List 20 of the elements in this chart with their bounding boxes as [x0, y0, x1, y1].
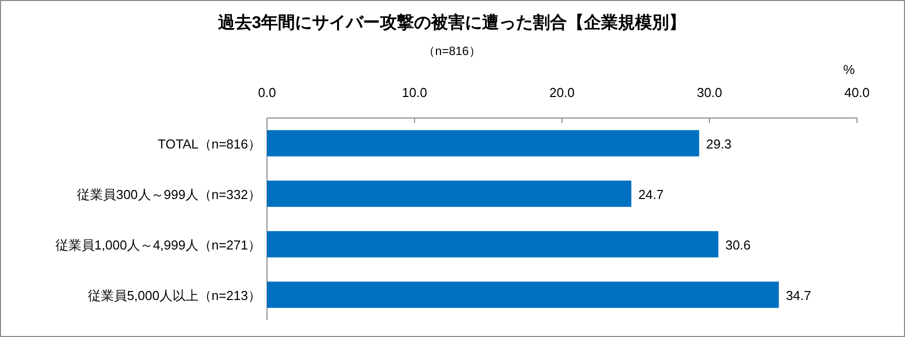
data-label: 24.7: [638, 186, 664, 202]
x-tick-label: 10.0: [402, 85, 428, 100]
bar: [267, 231, 718, 258]
bar: [267, 130, 700, 156]
data-label: 30.6: [725, 237, 751, 252]
y-tick-label: TOTAL（n=816）: [158, 136, 261, 152]
data-label: 29.3: [706, 136, 732, 152]
x-tick-label: 30.0: [696, 85, 722, 100]
x-tick-label: 0.0: [258, 85, 276, 100]
y-tick-label: 従業員5,000人以上（n=213）: [88, 288, 261, 303]
data-label: 34.7: [786, 288, 812, 303]
x-tick-label: 40.0: [844, 85, 870, 100]
chart-subtitle: （n=816）: [423, 44, 481, 58]
chart-title: 過去3年間にサイバー攻撃の被害に遭った割合【企業規模別】: [216, 13, 686, 32]
y-tick-label: 従業員1,000人～4,999人（n=271）: [55, 237, 261, 252]
x-axis-title: %: [843, 62, 856, 77]
bar: [267, 180, 632, 207]
bar: [267, 282, 779, 308]
x-tick-label: 20.0: [549, 85, 575, 100]
y-tick-label: 従業員300人～999人（n=332）: [77, 186, 261, 202]
